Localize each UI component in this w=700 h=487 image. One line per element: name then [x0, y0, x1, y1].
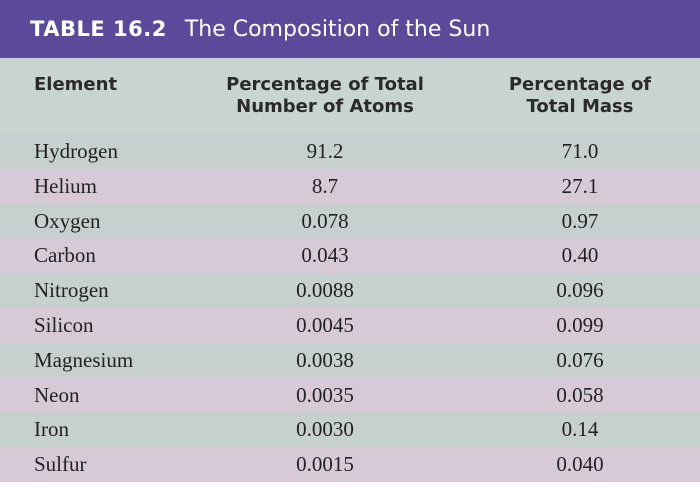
mass-percentage-cell: 0.096: [556, 278, 604, 303]
mass-percentage-cell: 0.076: [556, 347, 604, 372]
atoms-percentage-cell: 8.7: [311, 173, 339, 198]
element-cell: Silicon: [34, 312, 94, 337]
element-cell: Sulfur: [34, 452, 87, 477]
atoms-percentage-cell: 0.043: [301, 243, 349, 268]
table-header: Element Percentage of Total Number of At…: [0, 58, 700, 134]
table-row: Oxygen 0.078 0.97: [0, 203, 700, 239]
column-header-atoms: Percentage of Total Number of Atoms: [190, 74, 460, 118]
table-number: TABLE 16.2: [30, 17, 167, 41]
element-cell: Nitrogen: [34, 278, 109, 303]
mass-percentage-cell: 0.040: [556, 452, 604, 477]
mass-percentage-cell: 0.97: [561, 208, 599, 233]
mass-percentage-cell: 71.0: [561, 139, 599, 163]
column-header-element: Element: [34, 74, 117, 96]
table-row: Helium 8.7 27.1: [0, 168, 700, 204]
mass-percentage-cell: 0.099: [556, 312, 604, 337]
atoms-percentage-cell: 0.0038: [296, 347, 354, 372]
table-row: Iron 0.0030 0.14: [0, 412, 700, 448]
element-cell: Iron: [34, 417, 69, 442]
atoms-percentage-cell: 0.0015: [296, 452, 354, 477]
table-row: Sulfur 0.0015 0.040: [0, 447, 700, 482]
table-body: Hydrogen 91.2 71.0 Helium 8.7 27.1 Oxyge…: [0, 134, 700, 482]
column-header-mass: Percentage of Total Mass: [470, 74, 690, 118]
element-cell: Hydrogen: [34, 139, 118, 163]
atoms-percentage-cell: 91.2: [306, 139, 344, 163]
element-cell: Helium: [34, 173, 97, 198]
mass-percentage-cell: 0.058: [556, 382, 604, 407]
table-row: Neon 0.0035 0.058: [0, 377, 700, 413]
table-title: The Composition of the Sun: [184, 16, 491, 42]
table-row: Magnesium 0.0038 0.076: [0, 342, 700, 378]
atoms-percentage-cell: 0.0088: [296, 278, 354, 303]
mass-percentage-cell: 0.14: [561, 417, 599, 442]
mass-percentage-cell: 0.40: [561, 243, 599, 268]
table-row: Carbon 0.043 0.40: [0, 238, 700, 274]
column-header-mass-label: Percentage of Total Mass: [508, 74, 652, 117]
table-row: Nitrogen 0.0088 0.096: [0, 273, 700, 308]
table-title-bar: TABLE 16.2 The Composition of the Sun: [0, 0, 700, 58]
atoms-percentage-cell: 0.078: [301, 208, 349, 233]
atoms-percentage-cell: 0.0030: [296, 417, 354, 442]
mass-percentage-cell: 27.1: [561, 173, 599, 198]
element-cell: Neon: [34, 382, 80, 407]
atoms-percentage-cell: 0.0035: [296, 382, 354, 407]
table-row: Silicon 0.0045 0.099: [0, 307, 700, 343]
element-cell: Oxygen: [34, 208, 101, 233]
element-cell: Magnesium: [34, 347, 134, 372]
column-header-atoms-label: Percentage of Total Number of Atoms: [226, 74, 424, 117]
element-cell: Carbon: [34, 243, 96, 268]
atoms-percentage-cell: 0.0045: [296, 312, 354, 337]
table-row: Hydrogen 91.2 71.0: [0, 134, 700, 169]
column-header-element-label: Element: [34, 74, 118, 95]
